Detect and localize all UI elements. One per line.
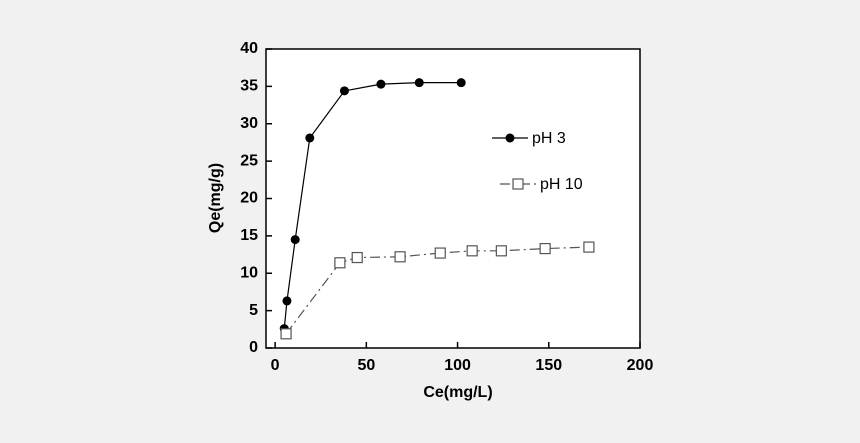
y-tick-label: 5: [249, 302, 258, 319]
data-point: [305, 133, 315, 143]
y-tick-label: 15: [240, 227, 258, 244]
y-tick-label: 25: [240, 152, 258, 169]
x-tick-label: 0: [271, 357, 280, 374]
y-axis-label: Qe(mg/g): [207, 163, 224, 233]
data-point: [394, 251, 406, 263]
data-point: [539, 242, 551, 255]
x-tick-label: 100: [444, 357, 471, 374]
data-point: [456, 78, 466, 88]
x-tick-label: 200: [627, 357, 654, 374]
y-tick-label: 30: [240, 115, 258, 132]
data-point: [339, 86, 349, 96]
y-tick-label: 20: [240, 190, 258, 207]
data-point: [434, 247, 446, 259]
legend-marker: [512, 178, 524, 190]
y-tick-label: 35: [240, 78, 258, 95]
legend-label: pH 3: [532, 130, 566, 147]
data-point: [334, 257, 346, 269]
data-point: [466, 245, 478, 257]
y-tick-label: 0: [249, 339, 258, 356]
plot-frame: [265, 48, 641, 349]
data-point: [351, 251, 363, 264]
data-point: [290, 235, 300, 245]
legend-marker: [505, 133, 515, 143]
y-tick-label: 40: [240, 40, 258, 57]
data-point: [280, 328, 292, 340]
y-tick-label: 10: [240, 264, 258, 281]
data-point: [414, 78, 424, 88]
series-line: [283, 82, 462, 329]
data-point: [583, 241, 595, 253]
x-axis-label: Ce(mg/L): [423, 384, 492, 401]
legend-label: pH 10: [540, 176, 583, 193]
x-tick-label: 150: [535, 357, 562, 374]
x-tick-label: 50: [357, 357, 375, 374]
data-point: [495, 245, 507, 257]
data-point: [282, 296, 292, 306]
series-line: [285, 246, 589, 335]
data-point: [376, 79, 386, 89]
